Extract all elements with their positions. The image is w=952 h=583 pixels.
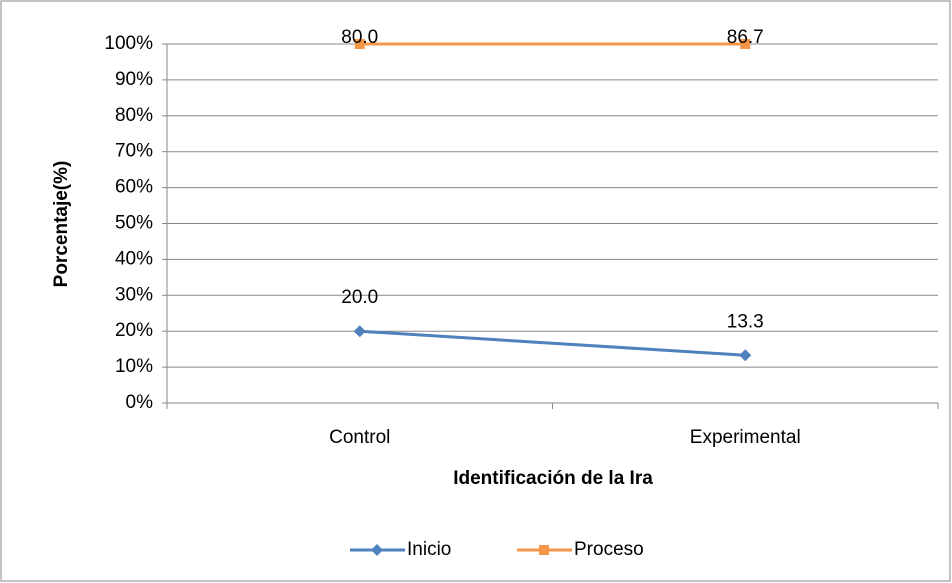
y-tick-label: 80% [115,105,153,126]
y-tick-label: 0% [126,392,154,413]
data-label: 80.0 [341,27,378,48]
data-label: 13.3 [727,311,764,332]
legend-marker [371,544,383,556]
y-tick-label: 20% [115,320,153,341]
y-tick-label: 30% [115,284,153,305]
marker [739,349,752,362]
marker [353,325,366,338]
data-label: 20.0 [341,287,378,308]
data-label: 86.7 [727,27,764,48]
legend-marker [539,545,549,555]
y-tick-label: 70% [115,141,153,162]
marker [740,39,751,49]
line [359,329,746,357]
x-axis-title: Identificación de la Ira [453,468,653,489]
y-tick-label: 60% [115,177,153,198]
x-tick-label: Control [329,427,390,448]
legend-label: Proceso [574,539,644,560]
y-tick-label: 90% [115,69,153,90]
x-tick-label: Experimental [690,427,801,448]
legend-label: Inicio [407,539,451,560]
y-tick-label: 100% [104,33,153,54]
y-tick-label: 10% [115,356,153,377]
y-tick-label: 40% [115,248,153,269]
y-tick-label: 50% [115,213,153,234]
y-axis-title: Porcentaje(%) [51,161,72,288]
marker [354,39,365,49]
